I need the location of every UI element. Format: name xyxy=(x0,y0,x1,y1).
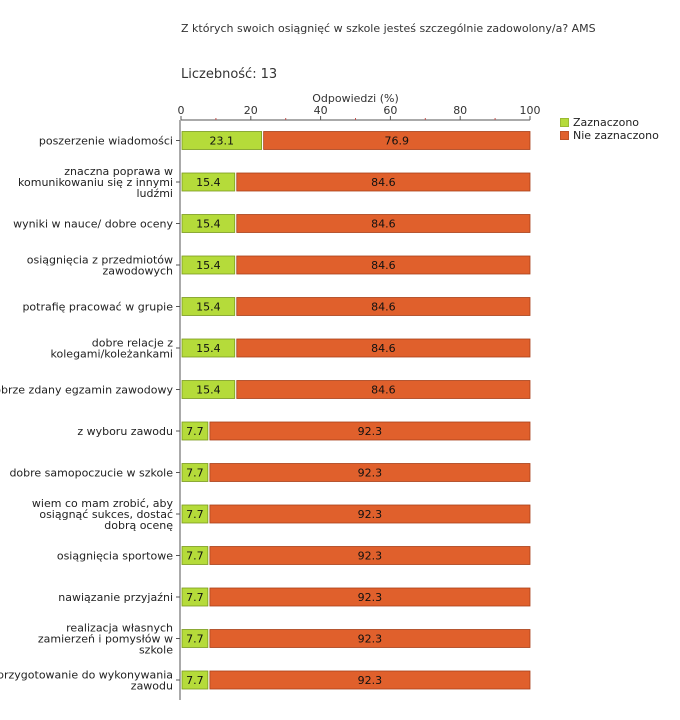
bar-not-selected xyxy=(236,255,531,275)
bar-label-not-selected: 92.3 xyxy=(358,633,383,646)
bar-label-selected: 7.7 xyxy=(186,508,204,521)
bar-not-selected xyxy=(209,670,531,690)
legend-item-selected: Zaznaczono xyxy=(560,116,659,129)
bar-label-not-selected: 92.3 xyxy=(358,425,383,438)
bar-not-selected xyxy=(236,297,531,316)
legend: Zaznaczono Nie zaznaczono xyxy=(560,116,659,142)
bar-label-selected: 7.7 xyxy=(186,550,204,563)
chart-title: Z których swoich osiągnięć w szkole jest… xyxy=(181,22,596,35)
category-label: wiem co mam zrobić, aby osiągnąć sukces, … xyxy=(32,497,174,532)
bar-selected xyxy=(181,214,236,233)
legend-label-not-selected: Nie zaznaczono xyxy=(573,129,659,142)
category-label: dobrze zdany egzamin zawodowy xyxy=(0,384,173,397)
bar-selected xyxy=(181,546,209,565)
bar-label-selected: 23.1 xyxy=(210,135,235,148)
x-tick-label: 80 xyxy=(453,104,467,117)
bar-label-not-selected: 84.6 xyxy=(371,218,396,231)
bar-label-selected: 7.7 xyxy=(186,467,204,480)
bar-label-not-selected: 84.6 xyxy=(371,384,396,397)
sample-size-label: Liczebność: xyxy=(181,67,257,82)
bar-label-not-selected: 84.6 xyxy=(371,342,396,355)
category-label: dobre relacje z kolegami/koleżankami xyxy=(51,337,174,361)
category-label: realizacja własnych zamierzeń i pomysłów … xyxy=(38,622,173,657)
bar-not-selected xyxy=(209,463,531,482)
bar-selected xyxy=(181,380,236,399)
x-tick-label: 100 xyxy=(520,104,541,117)
bar-label-not-selected: 92.3 xyxy=(358,467,383,480)
category-label: osiągnięcia z przedmiotów zawodowych xyxy=(27,254,173,278)
category-label: poszerzenie wiadomości xyxy=(39,135,173,148)
bar-not-selected xyxy=(263,131,531,150)
bar-selected xyxy=(181,629,209,648)
bar-selected xyxy=(181,504,209,524)
bar-selected xyxy=(181,255,236,275)
bar-label-selected: 15.4 xyxy=(196,301,221,314)
category-label: dobre samopoczucie w szkole xyxy=(9,467,173,480)
category-label: osiągnięcia sportowe xyxy=(57,550,173,563)
bar-selected xyxy=(181,338,236,358)
bar-label-selected: 7.7 xyxy=(186,633,204,646)
bar-not-selected xyxy=(209,421,531,441)
category-label: przygotowanie do wykonywania zawodu xyxy=(0,669,173,693)
bar-not-selected xyxy=(209,546,531,565)
bar-not-selected xyxy=(236,338,531,358)
bar-label-not-selected: 84.6 xyxy=(371,176,396,189)
legend-swatch-selected xyxy=(560,118,569,127)
bar-selected xyxy=(181,172,236,192)
x-axis-label: Odpowiedzi (%) xyxy=(312,92,399,105)
bar-label-not-selected: 92.3 xyxy=(358,674,383,687)
bar-label-not-selected: 92.3 xyxy=(358,508,383,521)
bar-selected xyxy=(181,421,209,441)
legend-item-not-selected: Nie zaznaczono xyxy=(560,129,659,142)
x-tick-label: 0 xyxy=(178,104,185,117)
sample-size-value: 13 xyxy=(260,67,278,82)
bar-not-selected xyxy=(236,172,531,192)
x-tick-label: 40 xyxy=(314,104,328,117)
bar-label-not-selected: 84.6 xyxy=(371,301,396,314)
bar-selected xyxy=(181,670,209,690)
bar-label-not-selected: 92.3 xyxy=(358,550,383,563)
bar-selected xyxy=(181,587,209,607)
x-tick-label: 20 xyxy=(244,104,258,117)
category-label: potrafię pracować w grupie xyxy=(22,301,173,314)
bar-label-selected: 7.7 xyxy=(186,591,204,604)
sample-size: Liczebność: 13 xyxy=(181,67,281,82)
bar-label-not-selected: 92.3 xyxy=(358,591,383,604)
bar-not-selected xyxy=(236,214,531,233)
bar-label-selected: 15.4 xyxy=(196,384,221,397)
category-label: znaczna poprawa w komunikowaniu się z inn… xyxy=(18,165,173,200)
bar-not-selected xyxy=(236,380,531,399)
bar-label-not-selected: 84.6 xyxy=(371,259,396,272)
bar-not-selected xyxy=(209,629,531,648)
bar-not-selected xyxy=(209,504,531,524)
bar-selected xyxy=(181,297,236,316)
bar-label-selected: 15.4 xyxy=(196,218,221,231)
bar-selected xyxy=(181,463,209,482)
bar-label-selected: 15.4 xyxy=(196,176,221,189)
bar-label-selected: 15.4 xyxy=(196,259,221,272)
x-tick-label: 60 xyxy=(383,104,397,117)
legend-swatch-not-selected xyxy=(560,131,569,140)
bar-label-selected: 15.4 xyxy=(196,342,221,355)
bar-label-selected: 7.7 xyxy=(186,674,204,687)
bar-not-selected xyxy=(209,587,531,607)
category-label: wyniki w nauce/ dobre oceny xyxy=(13,218,173,231)
bar-label-not-selected: 76.9 xyxy=(385,135,410,148)
bar-label-selected: 7.7 xyxy=(186,425,204,438)
bar-selected xyxy=(181,131,263,150)
legend-label-selected: Zaznaczono xyxy=(573,116,640,129)
category-label: nawiązanie przyjaźni xyxy=(58,591,173,604)
category-label: z wyboru zawodu xyxy=(77,425,173,438)
